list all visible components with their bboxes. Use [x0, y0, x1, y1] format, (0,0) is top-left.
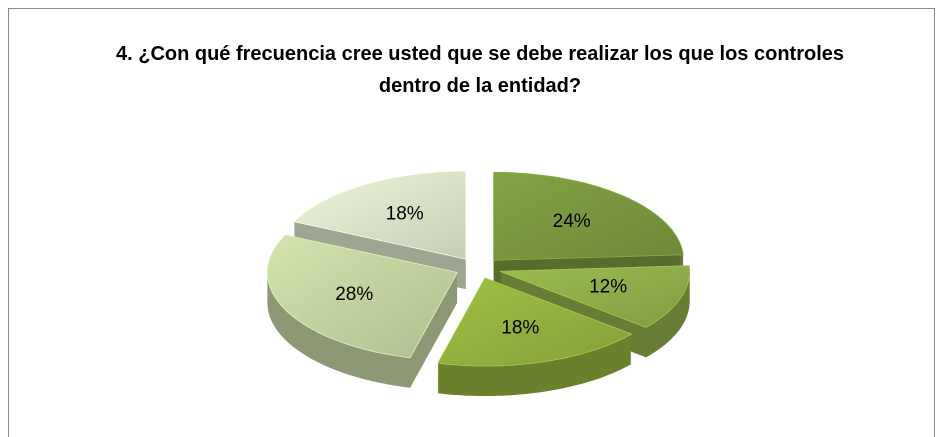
pie-slice — [499, 265, 691, 328]
data-label: 18% — [386, 204, 424, 225]
data-label: 24% — [553, 211, 591, 232]
chart-title: 4. ¿Con qué frecuencia cree usted que se… — [115, 43, 844, 97]
chart-border — [8, 8, 935, 437]
data-label: 12% — [589, 277, 627, 298]
pie-slice — [267, 234, 459, 359]
pie-slice — [293, 170, 467, 260]
data-label: 28% — [335, 284, 373, 305]
pie-slice — [493, 171, 684, 261]
pie-slice — [437, 277, 633, 367]
data-label: 18% — [501, 317, 539, 338]
